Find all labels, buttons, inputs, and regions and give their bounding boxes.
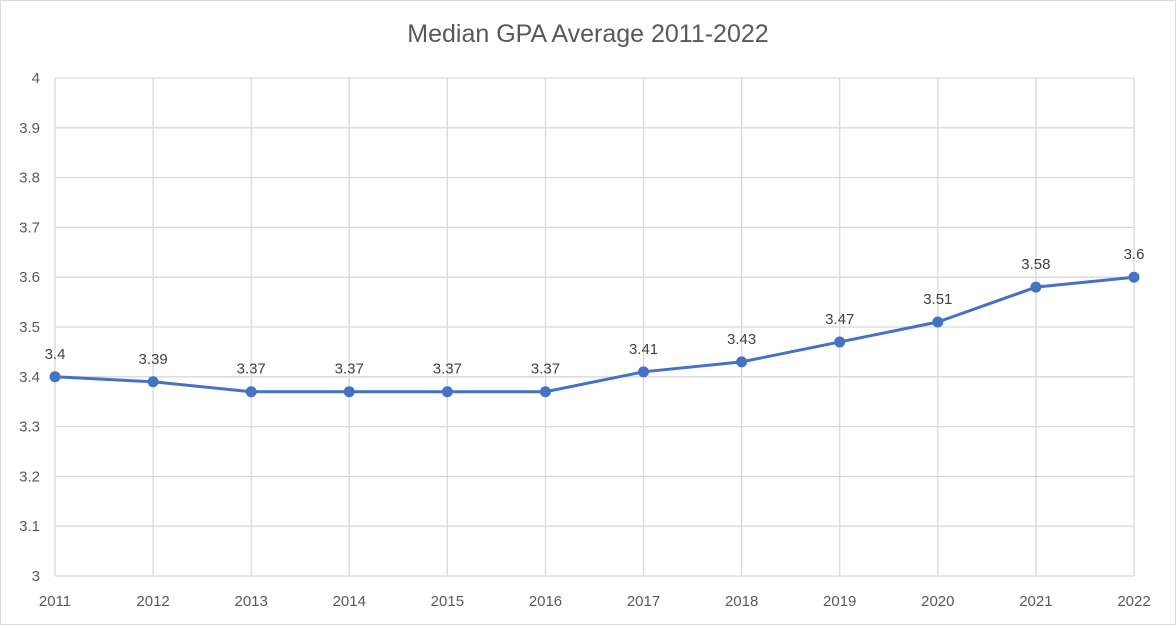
data-point (1128, 271, 1140, 283)
data-point (638, 366, 650, 378)
data-label: 3.37 (531, 361, 560, 378)
y-tick-label: 3.2 (19, 468, 40, 485)
data-label: 3.39 (138, 351, 167, 368)
data-point (736, 356, 748, 368)
data-point (932, 316, 944, 328)
data-point (834, 336, 846, 348)
data-label: 3.47 (825, 311, 854, 328)
series-line (49, 271, 1140, 398)
data-label: 3.37 (237, 361, 266, 378)
data-label: 3.4 (45, 346, 66, 363)
x-tick-label: 2022 (1117, 593, 1150, 610)
data-point (147, 376, 159, 388)
y-tick-label: 3.5 (19, 319, 40, 336)
data-label: 3.6 (1124, 246, 1145, 263)
y-tick-label: 3.7 (19, 219, 40, 236)
data-point (539, 386, 551, 398)
x-tick-label: 2016 (529, 593, 562, 610)
y-axis: 3 3.1 3.2 3.3 3.4 3.5 3.6 3.7 3.8 3.9 4 (19, 70, 40, 585)
x-axis: 2011 2012 2013 2014 2015 2016 2017 2018 2019 2020… (39, 593, 1151, 610)
data-label: 3.51 (923, 291, 952, 308)
x-tick-label: 2015 (431, 593, 464, 610)
data-point (49, 371, 61, 383)
x-tick-label: 2021 (1019, 593, 1052, 610)
x-tick-label: 2020 (921, 593, 954, 610)
x-tick-label: 2017 (627, 593, 660, 610)
data-point (1030, 281, 1042, 293)
x-tick-label: 2018 (725, 593, 758, 610)
x-tick-label: 2019 (823, 593, 856, 610)
x-tick-label: 2011 (39, 593, 71, 610)
x-tick-label: 2012 (136, 593, 169, 610)
series-line-path (54, 275, 1135, 394)
data-point (441, 386, 453, 398)
y-tick-label: 3.8 (19, 170, 40, 187)
y-tick-label: 3.1 (19, 518, 40, 535)
gridlines (54, 77, 1135, 577)
y-tick-label: 3.4 (19, 369, 40, 386)
data-point (343, 386, 355, 398)
chart-title: Median GPA Average 2011-2022 (407, 20, 769, 48)
x-tick-label: 2014 (333, 593, 366, 610)
data-label: 3.41 (629, 341, 658, 358)
data-label: 3.43 (727, 331, 756, 348)
data-label: 3.58 (1021, 256, 1050, 273)
data-labels: 3.4 3.39 3.37 3.37 3.37 3.37 3.41 3.43 3.47 3.51 3… (45, 246, 1145, 378)
y-tick-label: 3 (32, 568, 40, 585)
y-tick-label: 4 (32, 70, 40, 87)
data-label: 3.37 (433, 361, 462, 378)
x-tick-label: 2013 (234, 593, 267, 610)
y-tick-label: 3.3 (19, 419, 40, 436)
y-tick-label: 3.9 (19, 120, 40, 137)
data-point (245, 386, 257, 398)
y-tick-label: 3.6 (19, 269, 40, 286)
data-label: 3.37 (335, 361, 364, 378)
